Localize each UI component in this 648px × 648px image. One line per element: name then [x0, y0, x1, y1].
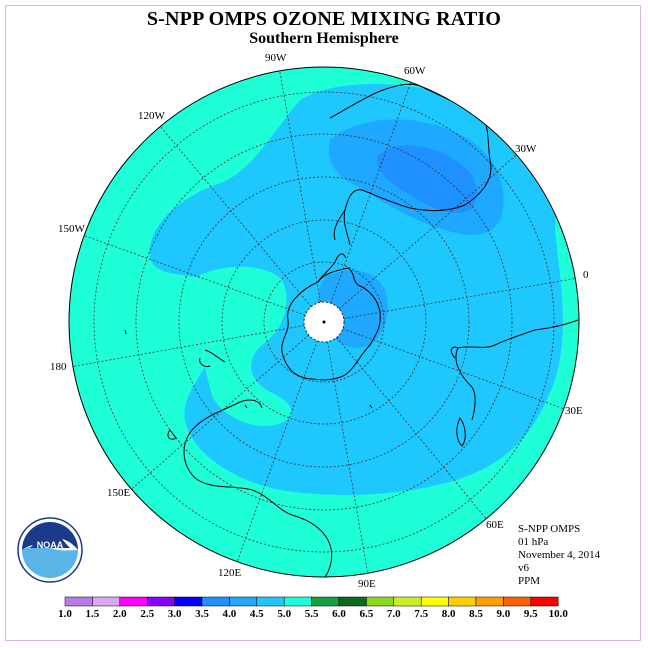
colorbar-label: 2.0	[113, 608, 127, 620]
colorbar-swatch	[448, 596, 477, 607]
colorbar-swatch	[64, 596, 93, 607]
south-pole-marker	[322, 320, 326, 324]
noaa-logo: NOAA	[17, 517, 83, 583]
lon-label-90w: 90W	[265, 52, 287, 64]
info-block: S-NPP OMPS 01 hPa November 4, 2014 v6 PP…	[518, 523, 600, 588]
colorbar-swatch	[530, 596, 559, 607]
lon-label-180: 180	[50, 361, 67, 373]
lon-label-90e: 90E	[358, 578, 376, 590]
pressure-level: 01 hPa	[518, 536, 549, 548]
new-zealand-coast	[199, 349, 226, 367]
instrument-label: S-NPP OMPS	[518, 523, 581, 535]
colorbar-swatch	[201, 596, 230, 607]
colorbar-label: 2.5	[140, 608, 154, 620]
lon-label-150w: 150W	[58, 223, 86, 235]
ozone-region-35	[376, 145, 478, 213]
lon-label-120w: 120W	[138, 110, 166, 122]
colorbar-label: 5.0	[277, 608, 291, 620]
colorbar-swatch	[475, 596, 504, 607]
colorbar-swatch	[146, 596, 175, 607]
colorbar-swatch	[283, 596, 312, 607]
colorbar-label: 1.5	[86, 608, 100, 620]
colorbar-label: 8.0	[442, 608, 456, 620]
colorbar-label: 10.0	[549, 608, 569, 620]
version-label: v6	[518, 562, 529, 574]
australia-coast	[183, 399, 333, 577]
colorbar-swatch	[393, 596, 422, 607]
longitude-labels: 90W 60W 30W 0 30E 60E 90E 120E 150E 180 …	[50, 52, 589, 590]
coastlines	[124, 83, 579, 577]
africa-coast	[450, 319, 579, 421]
lon-label-150e: 150E	[107, 487, 131, 499]
colorbar-label: 4.0	[223, 608, 237, 620]
noaa-logo-text: NOAA	[37, 540, 64, 550]
map-boundary	[68, 66, 580, 578]
colorbar-label: 3.0	[168, 608, 182, 620]
lon-label-60e: 60E	[486, 519, 504, 531]
tasmania-coast	[167, 429, 177, 440]
colorbar-swatch	[256, 596, 285, 607]
colorbar-label: 8.5	[469, 608, 483, 620]
colorbar-label: 6.5	[360, 608, 374, 620]
colorbar-label: 1.0	[58, 608, 72, 620]
colorbar-label: 3.5	[195, 608, 209, 620]
colorbar-label: 6.0	[332, 608, 346, 620]
page-subtitle: Southern Hemisphere	[249, 30, 399, 47]
colorbar-swatch	[366, 596, 395, 607]
colorbar: 1.0 1.5 2.0 2.5 3.0 3.5 4.0 4.5 5.0 5.5 6.0 6.5 7.0 7…	[58, 596, 569, 620]
date-label: November 4, 2014	[518, 549, 601, 561]
colorbar-swatch	[503, 596, 532, 607]
colorbar-label: 5.5	[305, 608, 319, 620]
lon-label-120e: 120E	[218, 567, 242, 579]
colorbar-swatch	[420, 596, 449, 607]
image-frame	[5, 5, 641, 641]
colorbar-swatch	[311, 596, 340, 607]
colorbar-swatch	[338, 596, 367, 607]
colorbar-label: 9.5	[524, 608, 538, 620]
colorbar-swatch	[229, 596, 258, 607]
south-america-coast	[329, 83, 492, 246]
colorbar-label: 9.0	[497, 608, 511, 620]
colorbar-swatch	[174, 596, 203, 607]
antarctic-peninsula	[317, 253, 347, 283]
antarctica-coast	[281, 267, 381, 381]
latitude-grid	[93, 91, 555, 553]
colorbar-label: 7.5	[414, 608, 428, 620]
lon-label-60w: 60W	[404, 65, 426, 77]
lon-label-0: 0	[583, 269, 589, 281]
units-label: PPM	[518, 575, 541, 587]
colorbar-swatch	[92, 596, 121, 607]
ozone-region-50-patch	[198, 266, 292, 426]
page-title: S-NPP OMPS OZONE MIXING RATIO	[146, 8, 502, 30]
colorbar-label: 4.5	[250, 608, 264, 620]
madagascar-coast	[456, 417, 466, 447]
longitude-grid	[69, 67, 579, 576]
lon-label-30w: 30W	[515, 143, 537, 155]
colorbar-swatch	[119, 596, 148, 607]
lon-label-30e: 30E	[565, 405, 583, 417]
colorbar-label: 7.0	[387, 608, 401, 620]
